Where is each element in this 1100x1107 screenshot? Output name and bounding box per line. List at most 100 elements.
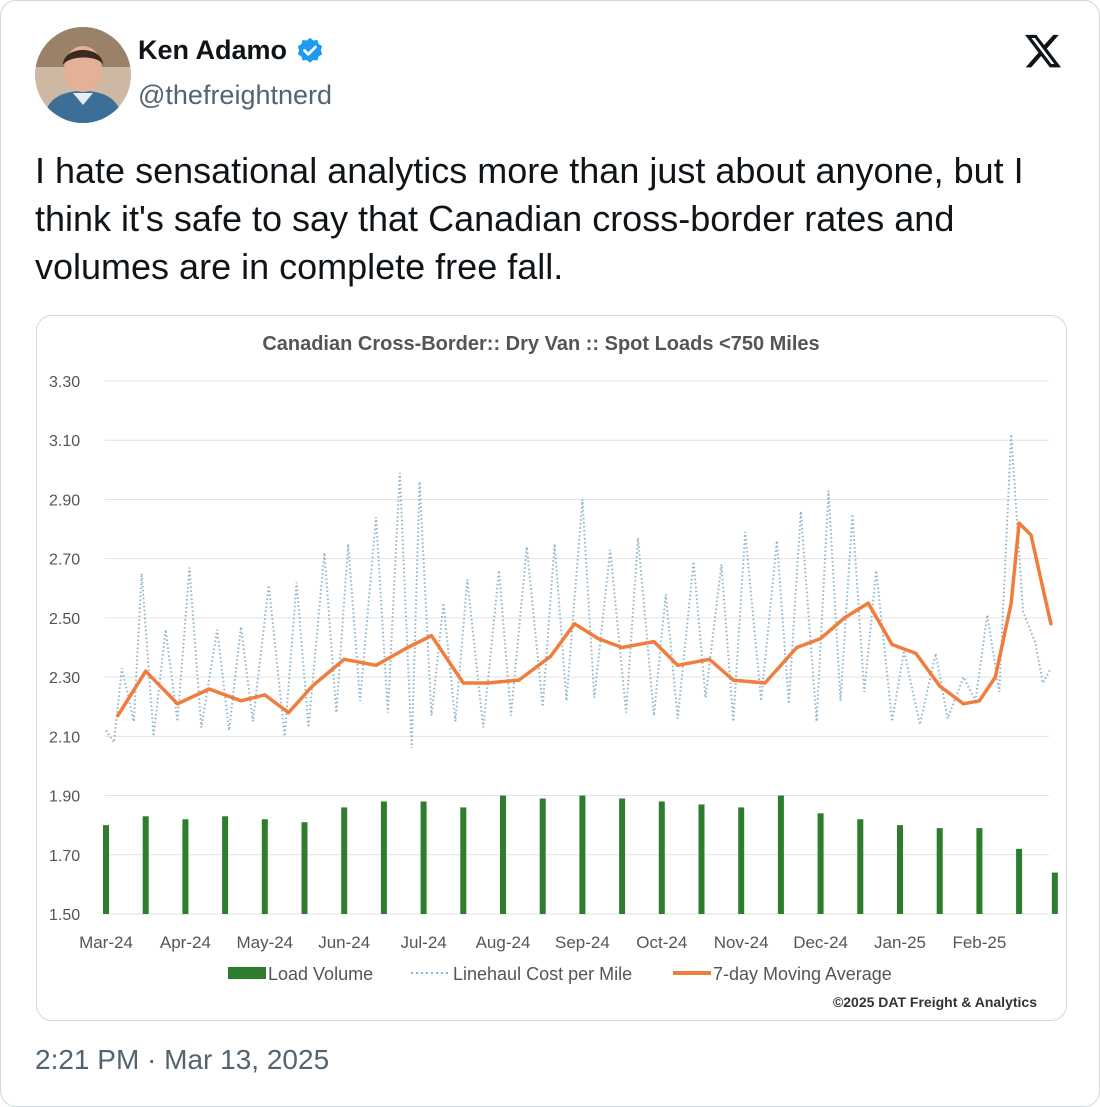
moving-average-point bbox=[461, 681, 465, 685]
load-volume-bar bbox=[380, 801, 387, 914]
moving-average-point bbox=[549, 654, 553, 658]
moving-average-point bbox=[406, 645, 410, 650]
moving-average-point bbox=[993, 675, 997, 679]
moving-average-point bbox=[961, 702, 966, 706]
author-handle[interactable]: @thefreightnerd bbox=[138, 80, 333, 110]
chart-legend: Load Volume Linehaul Cost per Mile 7-day… bbox=[228, 964, 892, 984]
load-volume-bar bbox=[857, 819, 864, 914]
moving-average-point bbox=[342, 657, 346, 661]
moving-average-point bbox=[977, 699, 982, 703]
load-volume-bar bbox=[777, 795, 784, 914]
moving-average-point bbox=[763, 681, 767, 685]
x-tick-label: Jul-24 bbox=[400, 933, 446, 952]
y-tick-label: 2.70 bbox=[49, 552, 80, 569]
load-volume-bar bbox=[341, 807, 348, 914]
load-volume-bars bbox=[103, 795, 1058, 914]
moving-average-point bbox=[175, 702, 180, 706]
x-tick-label: Feb-25 bbox=[952, 933, 1006, 952]
y-tick-label: 2.30 bbox=[49, 670, 80, 687]
moving-average-point bbox=[239, 699, 243, 703]
load-volume-bar bbox=[301, 822, 308, 914]
load-volume-bar bbox=[182, 819, 189, 914]
load-volume-bar bbox=[142, 816, 149, 914]
y-axis-ticks: 3.30 3.10 2.90 2.70 2.50 2.30 2.10 1.90 1.70 1.50 bbox=[49, 374, 80, 924]
y-tick-label: 1.90 bbox=[49, 789, 80, 806]
moving-average-point bbox=[842, 616, 847, 620]
avatar[interactable] bbox=[35, 27, 131, 123]
load-volume-bar bbox=[936, 828, 943, 914]
x-tick-label: Dec-24 bbox=[793, 933, 848, 952]
load-volume-bar bbox=[738, 807, 745, 914]
x-tick-label: Oct-24 bbox=[636, 933, 687, 952]
x-tick-label: Jun-24 bbox=[318, 933, 370, 952]
x-tick-label: Mar-24 bbox=[79, 933, 133, 952]
linehaul-line bbox=[105, 434, 1052, 749]
legend-label-linehaul: Linehaul Cost per Mile bbox=[453, 964, 632, 984]
chart-copyright: ©2025 DAT Freight & Analytics bbox=[833, 994, 1037, 1010]
y-tick-label: 2.50 bbox=[49, 611, 80, 628]
moving-average-point bbox=[116, 714, 120, 718]
moving-average-point bbox=[1009, 601, 1013, 605]
tweet-text: I hate sensational analytics more than j… bbox=[35, 150, 1024, 287]
load-volume-bar bbox=[579, 795, 586, 914]
moving-average-point bbox=[596, 637, 600, 641]
moving-average-point bbox=[144, 669, 148, 673]
load-volume-bar bbox=[500, 795, 506, 914]
moving-average-point bbox=[1041, 586, 1045, 590]
moving-average-point bbox=[263, 693, 267, 697]
load-volume-bar bbox=[261, 819, 268, 914]
x-axis-ticks: Mar-24 Apr-24 May-24 Jun-24 Jul-24 Aug-24 Sep-… bbox=[79, 933, 1006, 952]
moving-average-point bbox=[572, 622, 577, 626]
chart-gridlines bbox=[105, 380, 1049, 915]
x-tick-label: Sep-24 bbox=[555, 933, 610, 952]
legend-label-load-volume: Load Volume bbox=[268, 964, 373, 984]
load-volume-bar bbox=[539, 798, 546, 914]
moving-average-point bbox=[676, 663, 680, 667]
x-tick-label: Apr-24 bbox=[160, 933, 211, 952]
person-avatar-icon bbox=[35, 27, 131, 123]
load-volume-bar bbox=[460, 807, 467, 914]
author-name-text: Ken Adamo bbox=[138, 35, 288, 65]
moving-average-point bbox=[707, 657, 712, 661]
moving-average-point bbox=[207, 687, 211, 691]
load-volume-bar bbox=[658, 801, 665, 914]
moving-average-point bbox=[1029, 533, 1033, 537]
linehaul-series bbox=[105, 434, 1052, 749]
load-volume-bar bbox=[619, 798, 626, 914]
chart-image[interactable]: Canadian Cross-Border:: Dry Van :: Spot … bbox=[36, 315, 1067, 1021]
y-tick-label: 3.10 bbox=[49, 433, 80, 450]
y-tick-label: 1.50 bbox=[49, 907, 80, 924]
moving-average-point bbox=[795, 645, 799, 650]
x-tick-label: Jan-25 bbox=[874, 933, 926, 952]
x-tick-label: May-24 bbox=[236, 933, 293, 952]
y-tick-label: 3.30 bbox=[49, 374, 80, 391]
moving-average-point bbox=[485, 681, 489, 685]
moving-average-point bbox=[890, 642, 894, 647]
moving-average-point bbox=[1017, 521, 1021, 525]
load-volume-bar bbox=[976, 828, 983, 914]
x-logo-icon[interactable] bbox=[1021, 31, 1065, 71]
load-volume-bar bbox=[897, 825, 903, 914]
legend-label-moving-average: 7-day Moving Average bbox=[713, 964, 892, 984]
moving-average-series bbox=[116, 521, 1053, 718]
moving-average-point bbox=[866, 601, 870, 605]
load-volume-bar bbox=[817, 813, 824, 914]
author-name[interactable]: Ken Adamo bbox=[138, 35, 325, 66]
moving-average-point bbox=[287, 711, 291, 715]
tweet-timestamp[interactable]: 2:21 PM · Mar 13, 2025 bbox=[35, 1044, 330, 1075]
load-volume-bar bbox=[103, 825, 109, 914]
y-tick-label: 2.10 bbox=[49, 729, 80, 746]
y-tick-label: 2.90 bbox=[49, 492, 80, 509]
chart-canvas: Canadian Cross-Border:: Dry Van :: Spot … bbox=[49, 333, 1058, 1010]
moving-average-point bbox=[620, 645, 624, 650]
x-tick-label: Nov-24 bbox=[714, 933, 769, 952]
load-volume-bar bbox=[1051, 872, 1058, 914]
load-volume-bar bbox=[698, 804, 705, 914]
legend-swatch-load-volume bbox=[228, 967, 266, 979]
moving-average-point bbox=[938, 684, 942, 688]
load-volume-bar bbox=[1016, 848, 1023, 914]
moving-average-point bbox=[731, 678, 735, 682]
moving-average-point bbox=[652, 639, 656, 644]
x-tick-label: Aug-24 bbox=[476, 933, 531, 952]
